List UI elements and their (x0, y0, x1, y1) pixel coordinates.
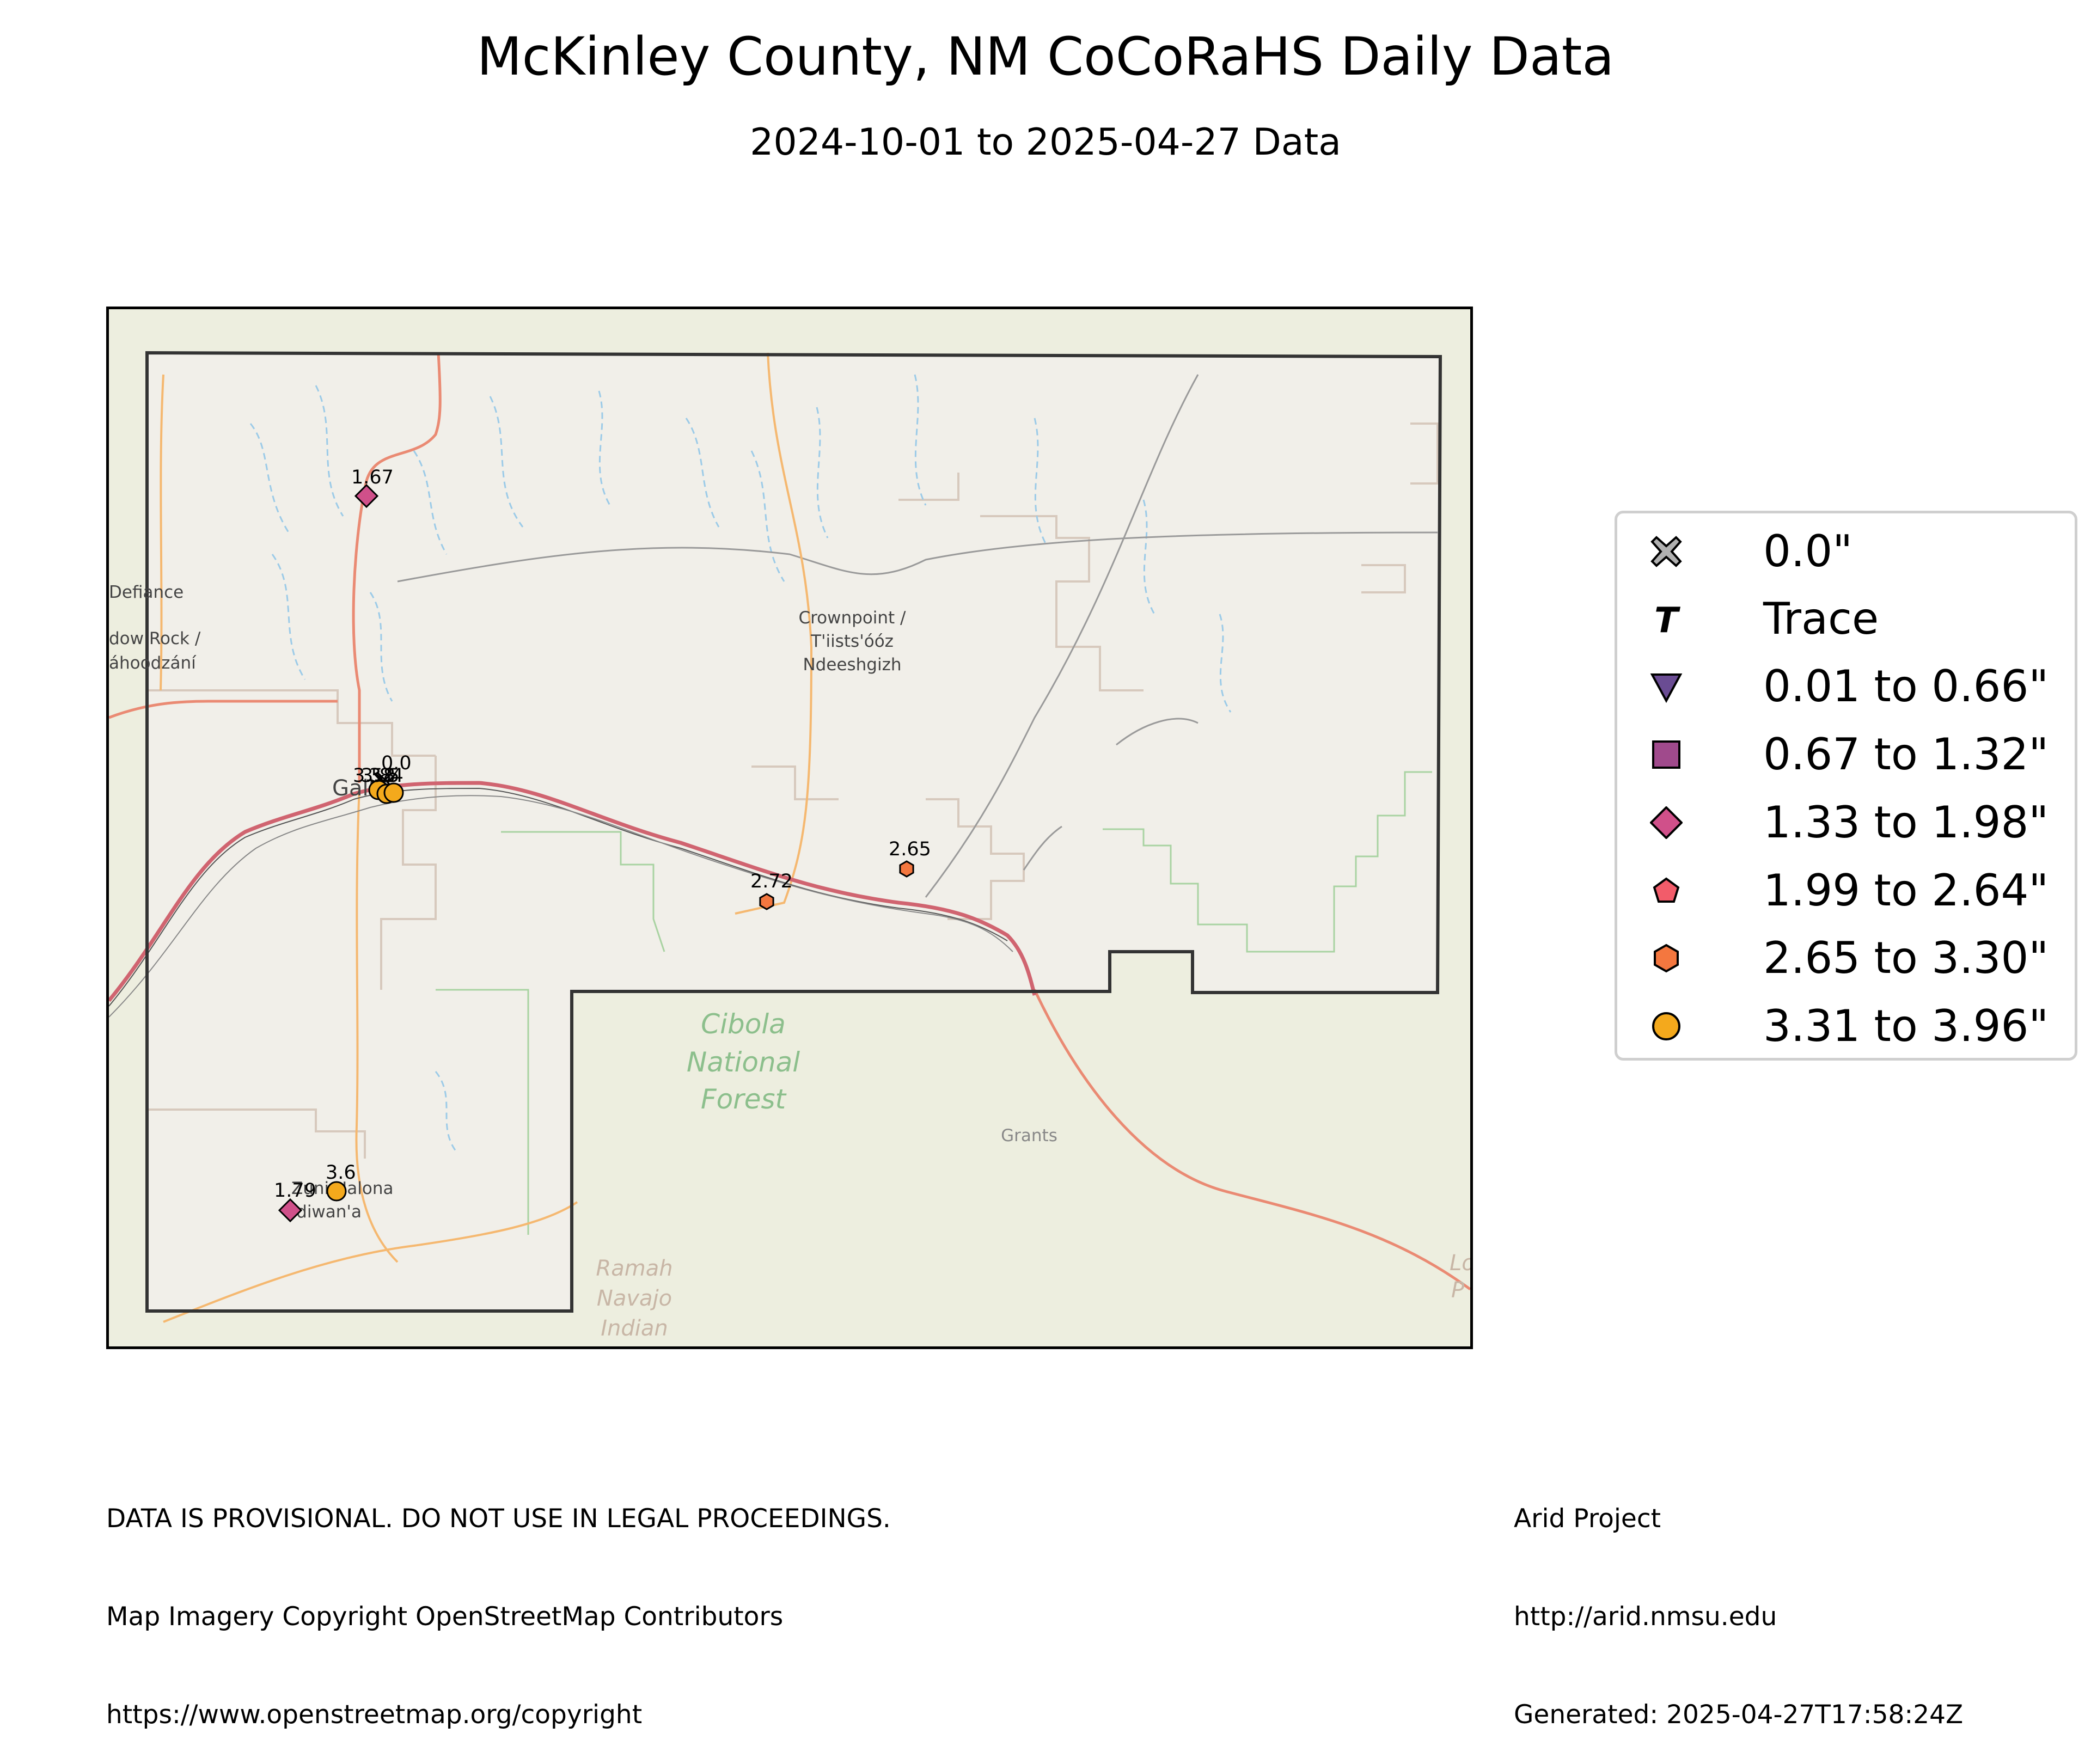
x-icon (1650, 536, 1682, 567)
place-label-defiance: Defiance (109, 583, 184, 602)
reservation-label-3: Indian (601, 1316, 668, 1341)
legend-item-range-2: 0.67 to 1.32" (1617, 727, 2075, 782)
forest-label-2: National (687, 1046, 800, 1078)
station-marker[interactable]: 1.79 (274, 1180, 316, 1223)
t-icon: T (1654, 603, 1680, 635)
hexagon-icon (1654, 944, 1679, 973)
triangle-down-icon (1650, 673, 1683, 703)
legend-label: 1.33 to 1.98" (1763, 797, 2049, 848)
forest-label-1: Cibola (701, 1008, 786, 1040)
station-value-label: 2.72 (750, 871, 793, 892)
station-marker[interactable]: 1.67 (351, 467, 394, 509)
place-label-grants: Grants (1001, 1126, 1057, 1146)
station-value-label: 3.6 (326, 1162, 356, 1184)
footer-disclaimer: DATA IS PROVISIONAL. DO NOT USE IN LEGAL… (106, 1437, 891, 1764)
footer-credits: Arid Project http://arid.nmsu.edu Genera… (1514, 1437, 1963, 1764)
edge-label-1: Lo (1450, 1251, 1470, 1276)
circle-icon (1652, 1012, 1680, 1040)
diamond-icon (1650, 806, 1683, 839)
legend-label: 1.99 to 2.64" (1763, 865, 2049, 916)
station-marker[interactable]: 3.6 (326, 1162, 356, 1202)
project-name: Arid Project (1514, 1504, 1661, 1534)
station-value-label: 1.79 (274, 1180, 316, 1202)
circle-icon (326, 1181, 347, 1202)
station-marker[interactable]: 2.65 (889, 838, 931, 878)
place-label-window-rock: dow Rock / (109, 629, 201, 648)
streams (249, 374, 1232, 1154)
station-value-label: 1.67 (351, 467, 394, 488)
disclaimer-text: DATA IS PROVISIONAL. DO NOT USE IN LEGAL… (106, 1504, 891, 1534)
legend-item-range-3: 1.33 to 1.98" (1617, 795, 2075, 850)
map-title: McKinley County, NM CoCoRaHS Daily Data (476, 26, 1615, 87)
legend-label: 0.01 to 0.66" (1763, 661, 2049, 712)
station-marker[interactable]: 2.72 (750, 871, 793, 910)
legend-item-range-5: 2.65 to 3.30" (1617, 931, 2075, 985)
map-subtitle: 2024-10-01 to 2025-04-27 Data (750, 121, 1341, 164)
legend-item-range-4: 1.99 to 2.64" (1617, 863, 2075, 918)
legend-item-trace: T Trace (1617, 592, 2075, 646)
county-fill (147, 353, 1440, 1311)
legend-item-range-6: 3.31 to 3.96" (1617, 999, 2075, 1054)
station-value-label: 0.0 (381, 752, 412, 774)
map-canvas[interactable]: Defiance dow Rock / áhoodzání Crownpoint… (109, 309, 1470, 1346)
legend: 0.0" T Trace 0.01 to 0.66" 0.67 to 1.32"… (1615, 511, 2077, 1061)
generated-timestamp: Generated: 2025-04-27T17:58:24Z (1514, 1700, 1964, 1730)
legend-label: 3.31 to 3.96" (1763, 1001, 2049, 1051)
reservation-boundaries (147, 422, 1439, 1159)
forest-areas (436, 771, 1432, 1235)
place-label-zuni-idiwana: Idiwan'a (291, 1202, 362, 1222)
hexagon-icon (899, 860, 914, 878)
state-highways (160, 352, 813, 1323)
legend-label: 0.0" (1763, 526, 1853, 577)
reservation-label-1: Ramah (596, 1256, 672, 1281)
interstate-40 (109, 781, 1037, 1007)
us-highways (109, 352, 1470, 1291)
reservation-label-2: Navajo (597, 1286, 672, 1311)
legend-label: 2.65 to 3.30" (1763, 933, 2049, 983)
station-marker[interactable]: 3.5 (369, 765, 404, 803)
diamond-icon (354, 483, 379, 509)
copyright-link[interactable]: https://www.openstreetmap.org/copyright (106, 1700, 643, 1730)
station-markers: 1.670.03.583.843.52.722.653.61.79 (274, 467, 931, 1223)
legend-item-range-1: 0.01 to 0.66" (1617, 659, 2075, 714)
station-value-label: 3.58 (353, 765, 395, 787)
map-panel[interactable]: Defiance dow Rock / áhoodzání Crownpoint… (106, 307, 1473, 1349)
place-label-crownpoint-navajo-1: T'iists'óóz (810, 632, 894, 651)
hexagon-icon (759, 893, 774, 910)
diamond-icon (278, 1198, 303, 1223)
legend-label: Trace (1763, 593, 1879, 644)
imagery-credit: Map Imagery Copyright OpenStreetMap Cont… (106, 1602, 784, 1632)
place-label-crownpoint-navajo-2: Ndeeshgizh (803, 655, 901, 675)
project-link[interactable]: http://arid.nmsu.edu (1514, 1602, 1777, 1632)
station-value-label: 3.5 (369, 765, 400, 787)
legend-label: 0.67 to 1.32" (1763, 729, 2049, 780)
station-value-label: 2.65 (889, 838, 931, 860)
place-label-crownpoint: Crownpoint / (798, 608, 906, 628)
place-label-window-rock-navajo: áhoodzání (109, 653, 197, 673)
svg-text:T: T (1654, 603, 1680, 635)
square-icon (1652, 740, 1680, 769)
minor-roads (397, 374, 1438, 898)
legend-item-zero: 0.0" (1617, 524, 2075, 579)
edge-label-2: P (1451, 1278, 1465, 1303)
circle-icon (383, 782, 404, 803)
county-boundary (145, 351, 1442, 1313)
forest-label-3: Forest (701, 1083, 787, 1115)
railway-line (109, 795, 1013, 1018)
pentagon-icon (1653, 877, 1680, 903)
